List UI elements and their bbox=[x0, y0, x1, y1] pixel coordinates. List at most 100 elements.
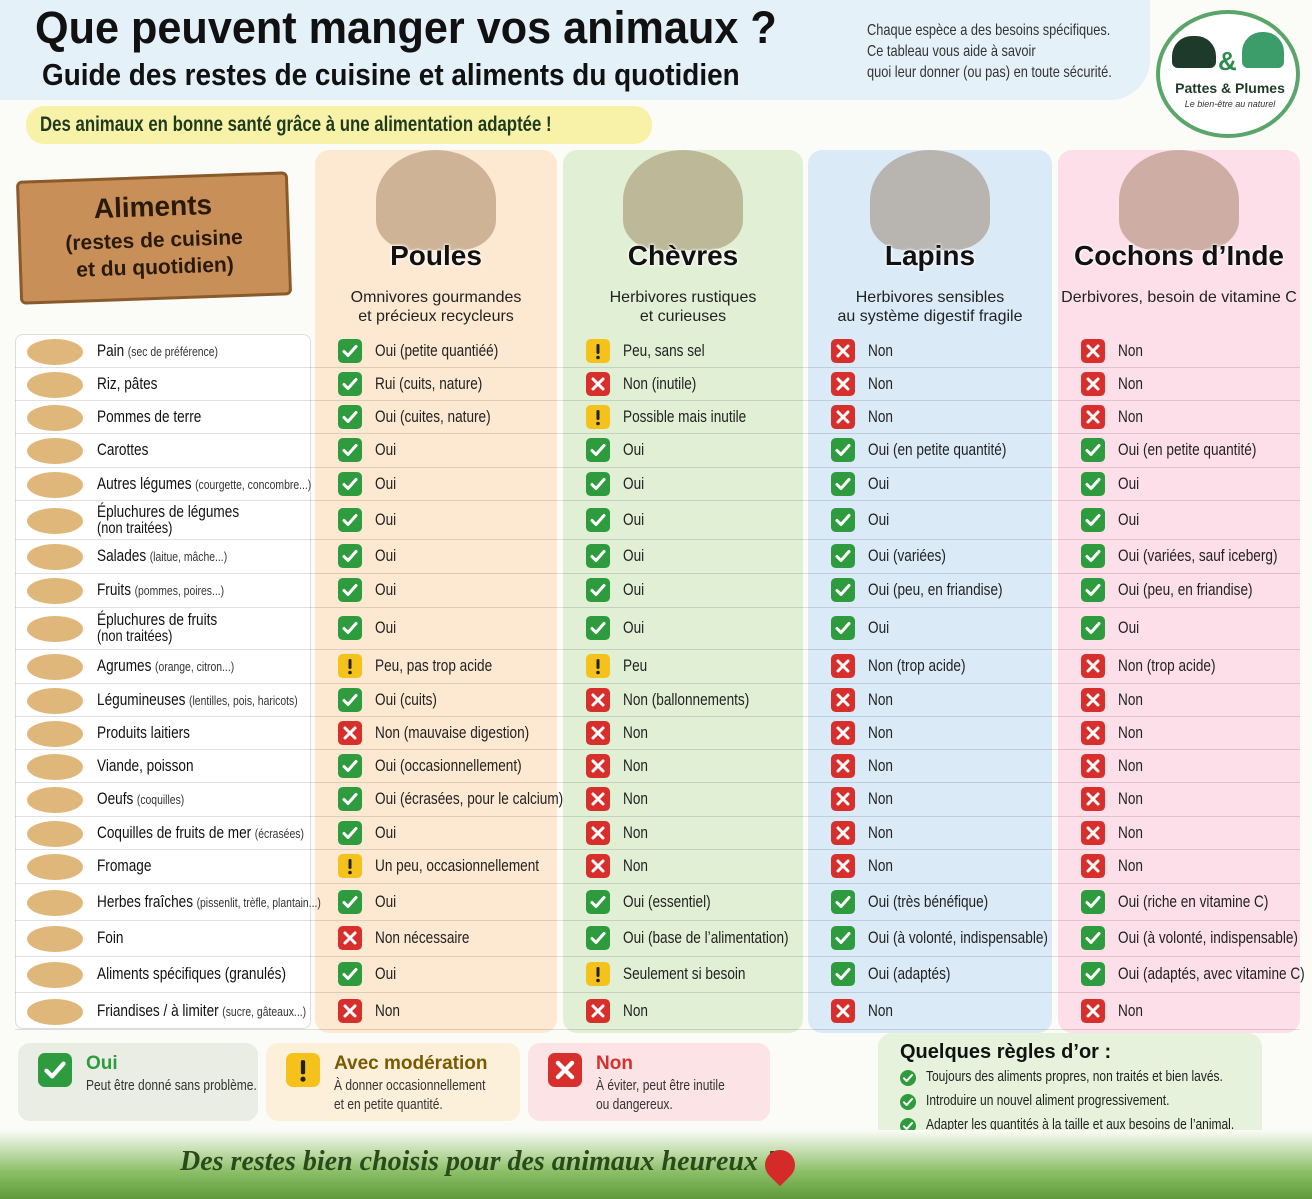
food-picture bbox=[27, 371, 83, 398]
food-note: (coquilles) bbox=[136, 792, 185, 807]
icon-glyph bbox=[591, 377, 605, 390]
legend-text: À éviter, peut être inutile bbox=[596, 1077, 725, 1094]
food-note: (lentilles, pois, haricots) bbox=[189, 692, 298, 708]
animal-picture bbox=[870, 150, 990, 250]
logo-symbol: & bbox=[1218, 46, 1237, 76]
status-icon bbox=[831, 889, 855, 914]
status-icon bbox=[338, 371, 362, 396]
icon-glyph bbox=[835, 550, 851, 562]
cell-text: Oui (essentiel) bbox=[623, 891, 711, 911]
food-label: Oeufs (coquilles) bbox=[97, 789, 305, 809]
footer-text: Des restes bien choisis pour des animaux… bbox=[180, 1146, 776, 1177]
icon-glyph bbox=[835, 513, 851, 526]
icon-glyph bbox=[1086, 659, 1100, 673]
food-picture bbox=[27, 820, 83, 847]
icon-glyph bbox=[835, 932, 851, 944]
status-icon bbox=[831, 371, 855, 396]
status-icon bbox=[900, 1094, 916, 1110]
food-label: Pain (sec de préférence) bbox=[97, 341, 305, 361]
food-label: Épluchures de fruits (non traitées) bbox=[97, 610, 305, 646]
status-icon bbox=[1081, 720, 1105, 745]
legend-text: Peut être donné sans problème. bbox=[86, 1077, 257, 1094]
icon-glyph bbox=[591, 1004, 605, 1017]
cell-text: Non bbox=[868, 1000, 893, 1020]
intro-line: quoi leur donner (ou pas) en toute sécur… bbox=[867, 64, 1112, 81]
icon-glyph bbox=[836, 759, 850, 772]
cell-text: Oui (peu, en friandise) bbox=[868, 580, 1003, 599]
food-label: Foin bbox=[97, 928, 305, 948]
status-icon bbox=[338, 544, 362, 568]
legend-box: Oui Peut être donné sans problème. bbox=[18, 1043, 258, 1121]
icon-glyph bbox=[342, 410, 358, 423]
status-icon bbox=[831, 962, 855, 986]
animal-description: Herbivores rustiques bbox=[609, 289, 757, 306]
food-note: (écrasées) bbox=[254, 825, 304, 841]
status-icon bbox=[831, 404, 855, 429]
title: Que peuvent manger vos animaux ? bbox=[35, 2, 777, 53]
status-icon bbox=[338, 438, 362, 462]
animal-name: Cochons d’Inde bbox=[1074, 240, 1284, 271]
row-separator bbox=[15, 749, 1300, 750]
banner: Des animaux en bonne santé grâce à une a… bbox=[40, 113, 552, 136]
icon-glyph bbox=[1086, 344, 1100, 357]
food-picture bbox=[27, 926, 83, 952]
icon-glyph bbox=[836, 410, 850, 423]
status-icon bbox=[338, 471, 362, 496]
cell-text: Oui bbox=[868, 618, 890, 637]
icon-glyph bbox=[1085, 932, 1101, 944]
cell-text: Non bbox=[868, 689, 893, 709]
cell-text: Oui (écrasées, pour le calcium) bbox=[375, 789, 564, 808]
title-band bbox=[0, 0, 1150, 100]
icon-glyph bbox=[835, 895, 851, 908]
cell-text: Oui bbox=[868, 473, 890, 493]
icon-glyph bbox=[903, 1122, 913, 1130]
icon-glyph bbox=[342, 895, 358, 908]
icon-glyph bbox=[835, 477, 851, 490]
status-icon bbox=[831, 578, 855, 602]
status-icon bbox=[338, 962, 362, 986]
icon-glyph bbox=[1085, 550, 1101, 562]
food-label: Épluchures de légumes (non traitées) bbox=[97, 502, 305, 538]
status-icon bbox=[1081, 616, 1105, 640]
legend-title: Non bbox=[596, 1053, 633, 1074]
food-name: Agrumes bbox=[97, 656, 152, 675]
row-separator bbox=[15, 649, 1300, 650]
status-icon bbox=[586, 544, 610, 568]
status-icon bbox=[1081, 438, 1105, 462]
icon-glyph bbox=[590, 513, 606, 526]
cell-text: Oui (cuits) bbox=[375, 689, 437, 709]
icon-glyph bbox=[590, 932, 606, 944]
status-icon bbox=[1081, 371, 1105, 396]
cell-text: Non bbox=[868, 340, 893, 360]
food-name: Aliments spécifiques (granulés) bbox=[97, 964, 286, 983]
status-icon bbox=[1081, 889, 1105, 914]
cell-text: Non bbox=[868, 406, 893, 426]
icon-glyph bbox=[1086, 410, 1100, 423]
row-separator bbox=[15, 1029, 1300, 1030]
icon-glyph bbox=[342, 344, 358, 357]
row-separator bbox=[15, 992, 1300, 993]
icon-glyph bbox=[1085, 584, 1101, 596]
status-icon bbox=[338, 854, 362, 878]
food-picture bbox=[27, 998, 83, 1025]
status-icon bbox=[338, 753, 362, 778]
food-label: Riz, pâtes bbox=[97, 374, 305, 394]
cell-text: Peu, pas trop acide bbox=[375, 656, 493, 675]
status-icon bbox=[38, 1053, 72, 1087]
food-note: (pommes, poires...) bbox=[134, 583, 225, 598]
animal-description: Herbivores sensibles bbox=[855, 289, 1005, 306]
status-icon bbox=[586, 962, 610, 986]
food-picture bbox=[27, 654, 83, 680]
cell-text: Oui bbox=[623, 580, 645, 599]
cell-text: Oui (variées, sauf iceberg) bbox=[1118, 546, 1278, 565]
cell-text: Non (ballonnements) bbox=[623, 689, 750, 709]
cell-text: Non bbox=[868, 722, 893, 742]
cell-text: Non nécessaire bbox=[375, 928, 470, 947]
row-separator bbox=[15, 467, 1300, 468]
rule-item: Toujours des aliments propres, non trait… bbox=[926, 1068, 1223, 1085]
status-icon bbox=[831, 926, 855, 950]
status-icon bbox=[831, 544, 855, 568]
grass bbox=[0, 1130, 1312, 1199]
icon-glyph bbox=[343, 931, 357, 945]
row-separator bbox=[15, 573, 1300, 574]
